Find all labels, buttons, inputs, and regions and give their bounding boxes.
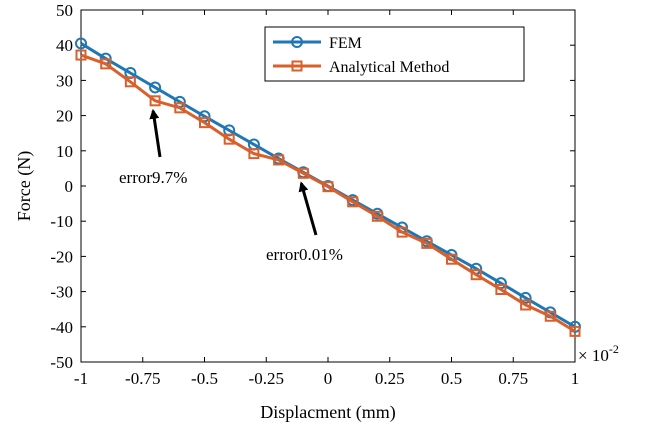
- data-point: [149, 81, 162, 94]
- x-tick-label: 1: [571, 369, 580, 388]
- data-point: [495, 283, 507, 295]
- annotation-arrow: [149, 108, 162, 158]
- data-point: [223, 133, 235, 145]
- legend-box: [264, 26, 525, 82]
- data-point: [75, 37, 87, 50]
- x-axis-exponent-base: × 10: [578, 346, 609, 365]
- data-point: [421, 237, 433, 249]
- y-axis-title: Force (N): [14, 151, 35, 221]
- x-tick-label: -0.5: [191, 369, 218, 388]
- data-point: [273, 154, 285, 166]
- x-tick-label: -0.25: [249, 369, 284, 388]
- data-point: [446, 253, 457, 265]
- data-point: [100, 58, 112, 70]
- y-tick-label: 20: [56, 107, 73, 126]
- y-tick-label: 0: [65, 177, 74, 196]
- data-point: [519, 291, 532, 304]
- tick-labels: -1 -0.75 -0.5 -0.25 0 0.25 0.5 0.75 1 -50 -40 -30 -2…: [50, 1, 579, 388]
- data-point: [371, 210, 383, 222]
- y-tick-label: -40: [50, 318, 73, 337]
- legend-label: FEM: [329, 35, 362, 52]
- legend-swatch-marker: [291, 60, 303, 72]
- data-point: [75, 49, 87, 61]
- data-point: [347, 196, 359, 208]
- series-analytical: [75, 49, 581, 337]
- data-point: [124, 76, 136, 88]
- data-point: [149, 95, 161, 107]
- x-tick-label: 0: [324, 369, 333, 388]
- annotation-arrow: [298, 181, 318, 236]
- x-tick-label: 0.75: [498, 369, 528, 388]
- data-point: [199, 117, 210, 129]
- x-tick-label: 0.5: [441, 369, 462, 388]
- data-point: [174, 102, 186, 114]
- annotation-label: error0.01%: [266, 245, 343, 264]
- y-tick-label: 40: [56, 36, 73, 55]
- data-point: [544, 310, 556, 322]
- y-tick-label: -30: [50, 283, 73, 302]
- data-point: [322, 181, 334, 193]
- y-tick-label: -20: [50, 247, 73, 266]
- data-point: [569, 325, 581, 337]
- x-axis-exponent-power: -2: [609, 342, 619, 356]
- y-tick-label: 50: [56, 1, 73, 20]
- data-point: [297, 167, 309, 179]
- legend: FEM Analytical Method: [264, 26, 525, 82]
- x-tick-label: -0.75: [125, 369, 160, 388]
- series-layer: [75, 37, 581, 337]
- legend-swatch-marker: [291, 36, 303, 48]
- legend-entry: FEM: [273, 35, 362, 52]
- x-tick-label: -1: [74, 369, 88, 388]
- data-point: [396, 226, 408, 238]
- series-line: [80, 53, 576, 333]
- y-tick-label: 30: [56, 71, 73, 90]
- x-axis-title: Displacment (mm): [260, 402, 395, 423]
- annotation-layer: error9.7% error0.01%: [119, 108, 343, 264]
- x-tick-label: 0.25: [375, 369, 405, 388]
- data-point: [248, 148, 260, 160]
- y-tick-label: -10: [50, 212, 73, 231]
- legend-entry: Analytical Method: [273, 59, 449, 76]
- x-axis-exponent: × 10-2: [578, 342, 619, 365]
- y-tick-label: 10: [56, 142, 73, 161]
- annotation-label: error9.7%: [119, 168, 187, 187]
- legend-label: Analytical Method: [329, 59, 449, 76]
- data-point: [470, 269, 482, 281]
- y-tick-label: -50: [50, 353, 73, 372]
- data-point: [520, 299, 532, 311]
